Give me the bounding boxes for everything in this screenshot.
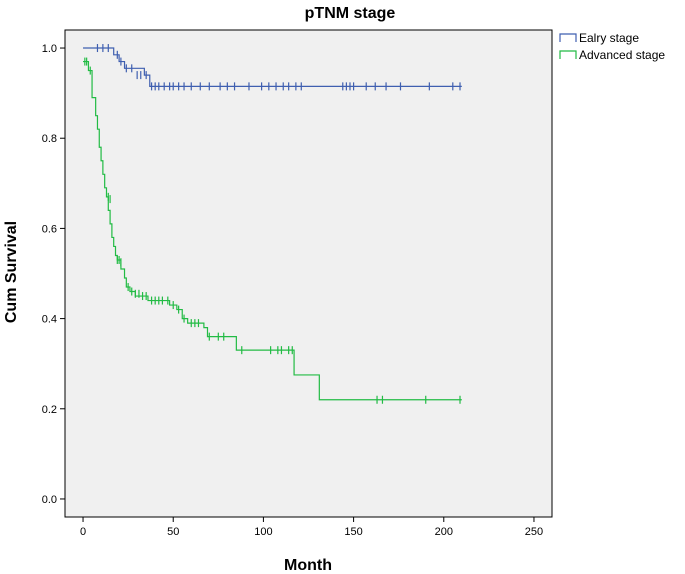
y-tick-label: 0.0 bbox=[42, 494, 57, 506]
x-tick-label: 250 bbox=[525, 526, 543, 538]
x-tick-label: 100 bbox=[254, 526, 272, 538]
x-axis: 0 50 100 150 200 250 bbox=[80, 517, 543, 538]
series-1 bbox=[83, 44, 462, 91]
y-tick-label: 0.4 bbox=[42, 314, 57, 326]
chart-title: pTNM stage bbox=[305, 5, 396, 22]
legend: Ealry stage Advanced stage bbox=[559, 31, 665, 62]
survival-curve bbox=[83, 47, 462, 87]
x-tick-label: 150 bbox=[344, 526, 362, 538]
legend-label: Ealry stage bbox=[579, 31, 639, 45]
series-layer bbox=[83, 44, 462, 404]
legend-swatch bbox=[559, 50, 577, 59]
y-tick-label: 0.6 bbox=[42, 223, 57, 235]
y-tick-label: 0.2 bbox=[42, 404, 57, 416]
series-2 bbox=[83, 57, 462, 404]
x-tick-label: 0 bbox=[80, 526, 86, 538]
x-tick-label: 200 bbox=[435, 526, 453, 538]
legend-label: Advanced stage bbox=[579, 48, 665, 62]
y-tick-label: 0.8 bbox=[42, 133, 57, 145]
legend-swatch bbox=[559, 33, 577, 42]
plot-area bbox=[64, 29, 553, 518]
y-axis: 0.0 0.2 0.4 0.6 0.8 1.0 bbox=[42, 43, 65, 506]
y-axis-title: Cum Survival bbox=[3, 221, 20, 323]
y-tick-label: 1.0 bbox=[42, 43, 57, 55]
x-tick-label: 50 bbox=[167, 526, 179, 538]
x-axis-title: Month bbox=[284, 557, 332, 574]
